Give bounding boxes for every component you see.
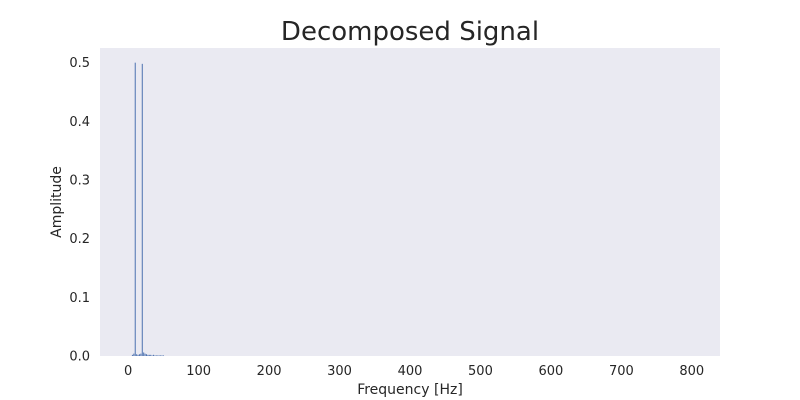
y-tick-labels: 0.0 0.1 0.2 0.3 0.4 0.5 (69, 56, 90, 364)
bar (155, 355, 157, 357)
bar (143, 352, 145, 356)
bar (134, 62, 136, 357)
x-tick-label: 0 (124, 364, 132, 379)
bar (146, 354, 147, 356)
x-tick-label: 100 (186, 364, 211, 379)
x-tick-label: 700 (609, 364, 634, 379)
bar (160, 355, 162, 357)
y-tick-label: 0.5 (69, 56, 90, 71)
x-tick-label: 500 (468, 364, 493, 379)
bar (140, 353, 142, 356)
y-tick-label: 0.3 (69, 174, 90, 189)
chart-title: Decomposed Signal (281, 17, 539, 47)
x-tick-label: 400 (398, 364, 423, 379)
bar-series (131, 62, 164, 357)
bar (151, 355, 153, 357)
y-tick-label: 0.2 (69, 232, 90, 247)
bar (148, 354, 150, 356)
bar (147, 354, 149, 356)
x-tick-labels: 0 100 200 300 400 500 600 700 800 (124, 364, 704, 379)
bar (136, 354, 138, 356)
x-axis-label: Frequency [Hz] (357, 382, 463, 398)
bar (157, 355, 159, 357)
bar (144, 353, 146, 356)
bar (162, 355, 164, 357)
bar (137, 354, 139, 356)
x-tick-label: 300 (327, 364, 352, 379)
bar (153, 354, 155, 356)
y-tick-label: 0.1 (69, 291, 90, 306)
bar (158, 355, 160, 357)
bar (150, 354, 152, 356)
x-tick-label: 600 (538, 364, 563, 379)
bar (133, 353, 135, 356)
y-axis-label: Amplitude (49, 166, 65, 238)
bar (141, 63, 143, 357)
bar (161, 355, 163, 357)
x-tick-label: 200 (257, 364, 282, 379)
x-tick-label: 800 (679, 364, 704, 379)
bar (154, 355, 156, 357)
plot-background (100, 48, 720, 356)
y-tick-label: 0.4 (69, 115, 90, 130)
bar (138, 354, 140, 356)
y-tick-label: 0.0 (69, 350, 90, 365)
bar (131, 354, 133, 356)
